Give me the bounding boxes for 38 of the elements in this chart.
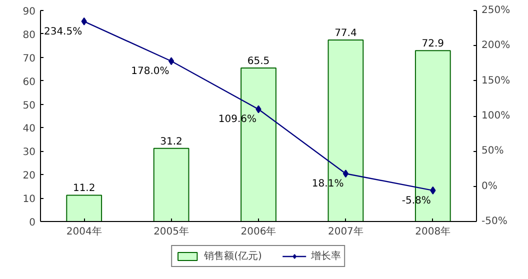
data-label: 31.2 <box>160 136 182 148</box>
data-label: 65.5 <box>247 56 270 67</box>
y-tick-label: 20 <box>22 170 36 182</box>
y-tick-label: 50 <box>22 100 36 112</box>
legend-label: 销售额(亿元) <box>204 250 262 263</box>
data-label: 77.4 <box>334 28 357 40</box>
data-label: 178.0% <box>131 66 170 78</box>
y2-tick-label: -50% <box>482 216 508 227</box>
y2-tick-label: 100% <box>482 110 510 122</box>
y-tick-label: 0 <box>29 218 36 228</box>
y-tick-label: 80 <box>22 30 36 41</box>
point <box>342 170 349 178</box>
data-label: 234.5% <box>44 26 82 38</box>
x-tick-label: 2008年 <box>415 226 451 238</box>
point <box>168 57 174 66</box>
y2-tick-label: 0% <box>482 180 498 192</box>
bar <box>153 148 190 222</box>
y-tick-label: 40 <box>22 124 36 135</box>
y-tick-label: 60 <box>22 76 36 88</box>
point <box>81 17 87 26</box>
y2-tick-label: 250% <box>482 5 510 16</box>
y2-tick-label: 200% <box>482 40 510 52</box>
data-label: 11.2 <box>72 183 96 194</box>
y-tick-label: 10 <box>22 194 36 206</box>
data-label: 72.9 <box>422 38 444 50</box>
y-tick-label: 30 <box>22 147 36 158</box>
y2-tick-label: 50% <box>482 146 504 157</box>
x-tick-label: 2005年 <box>154 226 190 238</box>
point <box>430 186 436 194</box>
legend-label: 增长率 <box>310 250 341 263</box>
x-tick-label: 2006年 <box>240 226 276 238</box>
bar <box>66 194 102 222</box>
y-tick-label: 90 <box>22 6 36 18</box>
y2-tick-label: 150% <box>482 75 510 86</box>
point <box>256 105 262 114</box>
y-tick-label: 70 <box>22 53 36 64</box>
x-tick-label: 2007年 <box>328 226 364 238</box>
x-tick-label: 2004年 <box>66 226 102 238</box>
